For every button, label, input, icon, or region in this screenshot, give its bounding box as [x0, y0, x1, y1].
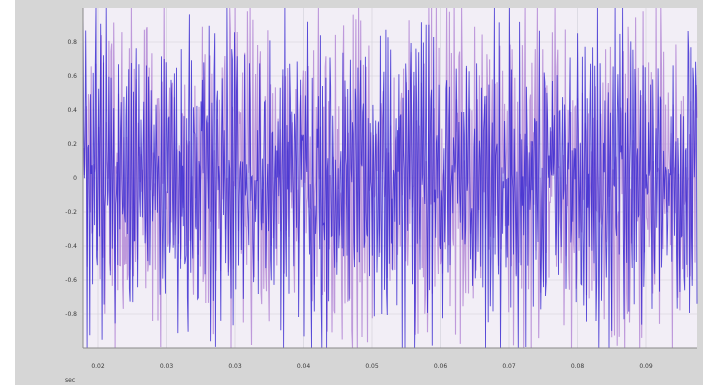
series-line: [82, 7, 698, 349]
x-tick-label: 0.07: [502, 363, 516, 370]
waveform-chart: 0.80.60.40.20-0.2-0.4-0.6-0.8 0.02 0.03 0.…: [65, 7, 698, 384]
x-tick-label: 0.05: [365, 363, 379, 370]
y-tick-label: -0.6: [65, 277, 77, 284]
x-tick-label: 0.06: [434, 363, 448, 370]
y-tick-label: -0.4: [65, 243, 77, 250]
y-tick-label: 0: [73, 175, 77, 182]
y-tick-label: -0.8: [65, 311, 77, 318]
y-tick-label: 0.6: [67, 73, 77, 80]
x-tick-label: 0.03: [160, 363, 174, 370]
y-tick-label: 0.8: [67, 39, 77, 46]
x-tick-label: 0.03: [228, 363, 242, 370]
chart-frame: 0.8 0.6 0.4 0.2 0 -0.2 -0.4 -0.6 -0.8 0.02 0.03 0.…: [15, 0, 703, 385]
x-tick-label: 0.08: [571, 363, 585, 370]
series-group: [82, 7, 698, 349]
y-tick-label: -0.2: [65, 209, 77, 216]
series-line: [82, 7, 698, 349]
x-axis-ticks: 0.02 0.03 0.03 0.04 0.05 0.06 0.07 0.08 0.09: [91, 363, 653, 370]
x-tick-label: 0.04: [297, 363, 311, 370]
x-tick-label: 0.02: [91, 363, 105, 370]
y-tick-label: 0.4: [67, 107, 77, 114]
corner-label: sec: [65, 377, 75, 384]
y-tick-label: 0.2: [67, 141, 77, 148]
x-tick-label: 0.09: [639, 363, 653, 370]
y-axis-ticks: 0.8 0.6 0.4 0.2 0 -0.2 -0.4 -0.6 -0.8: [65, 39, 77, 318]
